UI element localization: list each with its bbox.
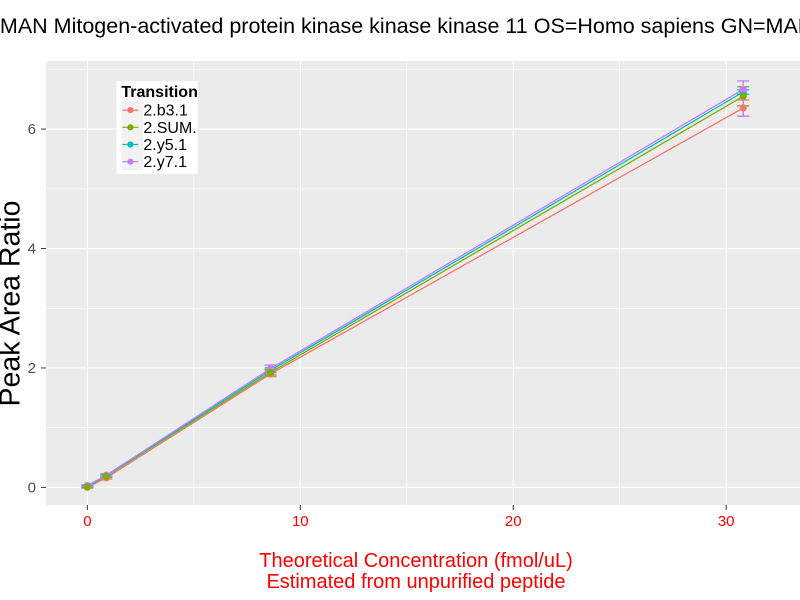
svg-text:Transition: Transition	[121, 84, 197, 101]
svg-text:2.y7.1: 2.y7.1	[143, 154, 187, 171]
svg-text:30: 30	[718, 513, 735, 530]
svg-text:6: 6	[28, 121, 36, 138]
svg-text:2.b3.1: 2.b3.1	[143, 103, 188, 120]
svg-text:2: 2	[28, 360, 36, 377]
svg-text:0: 0	[28, 479, 36, 496]
svg-text:20: 20	[505, 513, 522, 530]
svg-text:2.SUM.: 2.SUM.	[143, 120, 196, 137]
svg-text:2.y5.1: 2.y5.1	[143, 137, 187, 154]
svg-text:4: 4	[28, 241, 36, 258]
svg-text:10: 10	[292, 513, 309, 530]
svg-text:0: 0	[83, 513, 91, 530]
